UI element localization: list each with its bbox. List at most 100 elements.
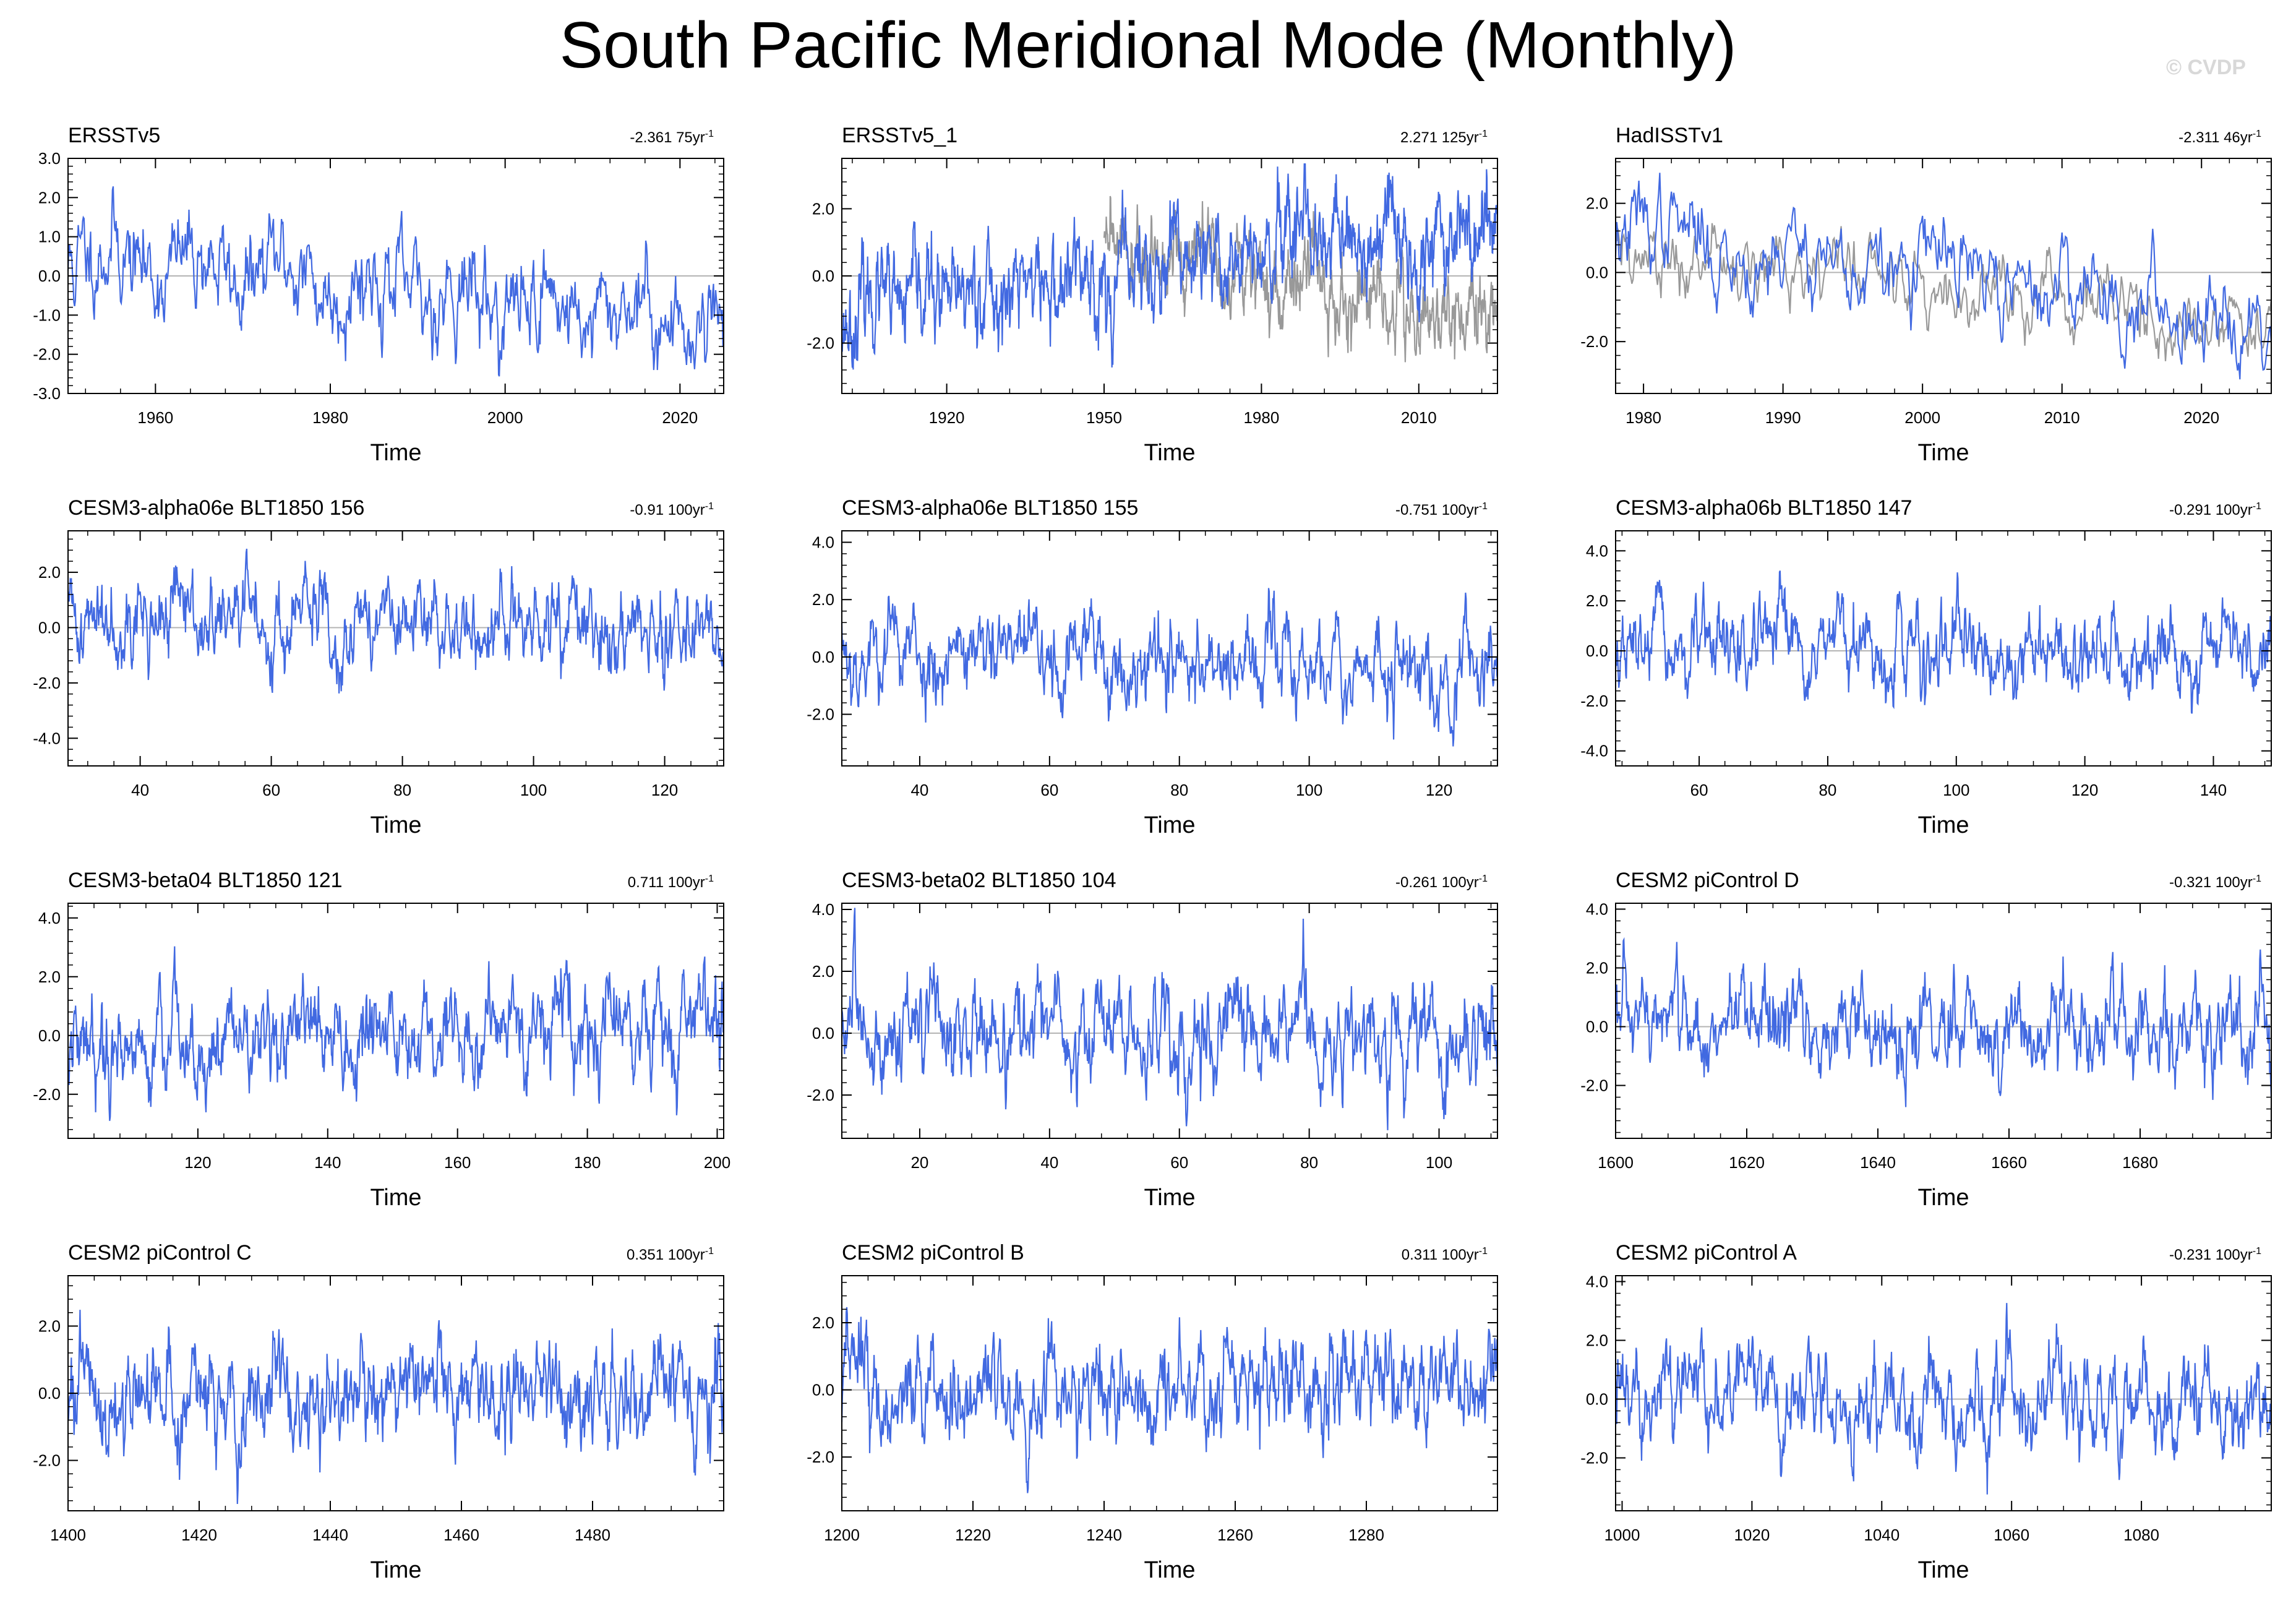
x-tick-label: 80 xyxy=(1818,781,1836,799)
y-tick-label: 0.0 xyxy=(1586,642,1608,660)
trend-unit-exponent: -1 xyxy=(1479,129,1488,139)
x-tick-label: 1220 xyxy=(955,1526,991,1544)
overlay-series-line xyxy=(1614,222,2272,361)
x-axis-label: Time xyxy=(1144,440,1195,466)
plot-frame xyxy=(1615,530,2272,767)
y-tick-label: -2.0 xyxy=(807,705,834,724)
overlay-series-line xyxy=(1103,195,1499,363)
series-line xyxy=(67,548,725,694)
x-axis-label: Time xyxy=(1144,1557,1195,1583)
y-tick-label: 2.0 xyxy=(1586,959,1608,977)
y-tick-label: -2.0 xyxy=(33,345,61,364)
trend-label: -0.91 100yr-1 xyxy=(630,501,714,518)
panel-title: CESM3-alpha06e BLT1850 156 xyxy=(68,496,364,520)
y-tick-label: 0.0 xyxy=(38,1026,61,1045)
plot-frame xyxy=(841,1275,1498,1511)
trend-unit-exponent: -1 xyxy=(705,129,714,139)
x-tick-label: 80 xyxy=(1170,781,1188,799)
trend-unit-exponent: -1 xyxy=(2253,129,2261,139)
x-tick-label: 1240 xyxy=(1086,1526,1122,1544)
panel-4: CESM3-alpha06e BLT1850 156 -0.91 100yr-1-… xyxy=(33,496,725,838)
x-axis-label: Time xyxy=(370,440,421,466)
x-tick-label: 120 xyxy=(2071,781,2098,799)
y-tick-label: -2.0 xyxy=(33,1451,61,1470)
y-tick-label: 4.0 xyxy=(1586,541,1608,560)
x-tick-label: 140 xyxy=(314,1153,341,1172)
x-axis-label: Time xyxy=(370,1557,421,1583)
plot-frame xyxy=(67,903,724,1139)
x-tick-label: 60 xyxy=(1040,781,1058,799)
y-tick-label: 0.0 xyxy=(1586,1390,1608,1409)
panel-title: CESM2 piControl C xyxy=(68,1241,252,1265)
x-tick-label: 1420 xyxy=(181,1526,217,1544)
trend-label: -0.321 100yr-1 xyxy=(2169,874,2261,891)
x-tick-label: 1660 xyxy=(1991,1153,2027,1172)
x-tick-label: 2010 xyxy=(1401,408,1437,427)
panel-title: HadISSTv1 xyxy=(1616,124,1723,147)
y-tick-label: 2.0 xyxy=(1586,591,1608,610)
y-tick-label: 0.0 xyxy=(38,267,61,285)
x-axis-label: Time xyxy=(1917,1185,1969,1211)
panel-9: CESM2 piControl D -0.321 100yr-1 -2.0 0.0 2.… xyxy=(1580,869,2272,1211)
panel-1: ERSSTv5 -2.361 75yr-1 -3.0 -2.0 -1.0 0.0 1.0 2.… xyxy=(33,124,725,466)
y-tick-label: -2.0 xyxy=(1580,692,1608,710)
x-tick-label: 1260 xyxy=(1217,1526,1253,1544)
x-tick-label: 2010 xyxy=(2044,408,2080,427)
x-tick-label: 2020 xyxy=(662,408,698,427)
x-tick-label: 40 xyxy=(131,781,149,799)
y-tick-label: 2.0 xyxy=(812,199,834,218)
panel-title: CESM3-alpha06e BLT1850 155 xyxy=(842,496,1138,520)
y-tick-label: 0.0 xyxy=(812,1381,834,1399)
panel-2: ERSSTv5_1 2.271 125yr-1 -2.0 0.0 2.0 1920 1950… xyxy=(807,124,1499,466)
series-line xyxy=(1614,937,2272,1107)
y-tick-label: -2.0 xyxy=(33,1085,61,1104)
y-tick-label: -2.0 xyxy=(1580,1076,1608,1095)
y-tick-label: 2.0 xyxy=(38,968,61,986)
x-tick-label: 1990 xyxy=(1765,408,1801,427)
panel-title: CESM2 piControl A xyxy=(1616,1241,1797,1265)
x-tick-label: 100 xyxy=(520,781,547,799)
panel-title: CESM2 piControl D xyxy=(1616,869,1799,892)
panel-title: CESM3-beta02 BLT1850 104 xyxy=(842,869,1116,892)
plot-frame xyxy=(1615,903,2272,1139)
x-tick-label: 1020 xyxy=(1734,1526,1770,1544)
trend-label: 0.351 100yr-1 xyxy=(627,1246,714,1263)
panel-title: ERSSTv5 xyxy=(68,124,160,147)
x-tick-label: 20 xyxy=(910,1153,928,1172)
x-tick-label: 1200 xyxy=(824,1526,860,1544)
trend-label: -0.751 100yr-1 xyxy=(1395,501,1488,518)
panel-10: CESM2 piControl C 0.351 100yr-1 -2.0 0.0 2.0… xyxy=(33,1241,725,1583)
panel-12: CESM2 piControl A -0.231 100yr-1 -2.0 0.0 2.… xyxy=(1580,1241,2272,1583)
plot-frame xyxy=(1615,1275,2272,1511)
x-tick-label: 200 xyxy=(704,1153,730,1172)
x-tick-label: 1060 xyxy=(1994,1526,2029,1544)
x-tick-label: 1440 xyxy=(312,1526,348,1544)
x-tick-label: 120 xyxy=(1426,781,1452,799)
x-tick-label: 60 xyxy=(262,781,280,799)
y-tick-label: 2.0 xyxy=(38,563,61,582)
trend-unit-exponent: -1 xyxy=(1479,874,1488,884)
panel-11: CESM2 piControl B 0.311 100yr-1 -2.0 0.0 2.0… xyxy=(807,1241,1499,1583)
series-line xyxy=(841,908,1499,1130)
panel-5: CESM3-alpha06e BLT1850 155 -0.751 100yr-1… xyxy=(807,496,1499,838)
x-tick-label: 1950 xyxy=(1086,408,1122,427)
x-tick-label: 160 xyxy=(444,1153,471,1172)
series-line xyxy=(841,163,1498,370)
x-tick-label: 140 xyxy=(2200,781,2227,799)
trend-unit-exponent: -1 xyxy=(2253,874,2261,884)
y-tick-label: -2.0 xyxy=(1580,332,1608,351)
y-tick-label: 2.0 xyxy=(812,590,834,609)
x-tick-label: 80 xyxy=(393,781,411,799)
x-axis-label: Time xyxy=(1144,812,1195,838)
y-tick-label: 1.0 xyxy=(38,228,61,246)
trend-label: -0.261 100yr-1 xyxy=(1395,874,1488,891)
x-tick-label: 1480 xyxy=(575,1526,610,1544)
x-tick-label: 1080 xyxy=(2123,1526,2159,1544)
trend-label: -2.311 46yr-1 xyxy=(2178,129,2261,146)
series-line xyxy=(841,588,1499,747)
trend-label: -2.361 75yr-1 xyxy=(630,129,714,146)
x-tick-label: 2000 xyxy=(487,408,523,427)
x-tick-label: 1960 xyxy=(137,408,173,427)
trend-unit-exponent: -1 xyxy=(705,874,714,884)
y-tick-label: -2.0 xyxy=(807,1086,834,1104)
